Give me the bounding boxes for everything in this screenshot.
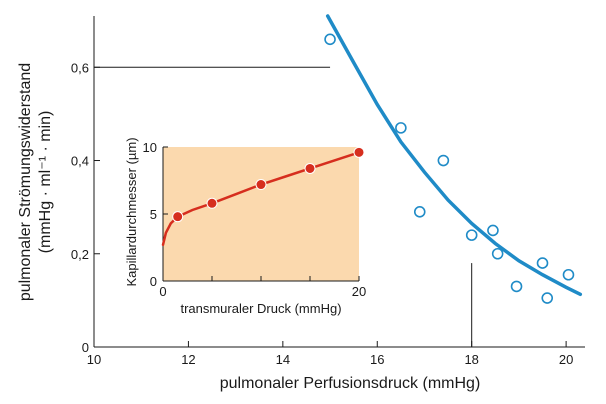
main-y-ticks: 0 0,2 0,4 0,6 bbox=[71, 60, 100, 355]
inset-x-tick-label: 20 bbox=[352, 284, 366, 299]
main-x-tick-label: 16 bbox=[370, 352, 384, 367]
data-point bbox=[541, 292, 554, 304]
main-x-ticks: 10 12 14 16 18 20 bbox=[87, 341, 573, 367]
inset-background bbox=[163, 147, 359, 281]
main-y-axis-units: (mmHg · ml⁻¹ · min) bbox=[37, 111, 54, 254]
main-x-axis-label: pulmonaler Perfusionsdruck (mmHg) bbox=[220, 375, 481, 392]
main-y-tick-label: 0,4 bbox=[71, 154, 89, 169]
main-x-tick-label: 20 bbox=[559, 352, 573, 367]
inset-y-tick-label: 5 bbox=[150, 207, 157, 222]
main-y-tick-label: 0,2 bbox=[71, 247, 89, 262]
main-x-tick-label: 18 bbox=[464, 352, 478, 367]
inset-y-axis-label: Kapillardurchmesser (µm) bbox=[124, 137, 139, 286]
inset-data-point bbox=[353, 146, 365, 158]
main-data-points bbox=[324, 33, 575, 304]
fit-curve bbox=[325, 14, 583, 297]
data-point bbox=[465, 229, 478, 241]
inset-data-point bbox=[206, 197, 218, 209]
main-y-tick-label: 0 bbox=[82, 340, 89, 355]
data-point bbox=[487, 224, 499, 237]
data-point bbox=[413, 206, 426, 218]
inset-data-point bbox=[255, 179, 267, 191]
inset-data-point bbox=[304, 162, 316, 174]
inset-y-tick-label: 10 bbox=[143, 140, 157, 155]
main-x-tick-label: 14 bbox=[276, 352, 290, 367]
inset-y-tick-label: 0 bbox=[150, 274, 157, 289]
inset-data-point bbox=[172, 211, 184, 223]
inset-data-points bbox=[172, 146, 365, 223]
data-point bbox=[395, 122, 407, 134]
main-x-tick-label: 10 bbox=[87, 352, 101, 367]
data-point bbox=[324, 33, 336, 46]
inset-x-ticks: 0 20 bbox=[159, 276, 366, 299]
data-point bbox=[510, 280, 523, 293]
main-y-tick-label: 0,6 bbox=[71, 60, 89, 75]
main-axes bbox=[93, 16, 585, 348]
data-point bbox=[491, 247, 504, 260]
main-reference-lines bbox=[94, 66, 473, 347]
data-point bbox=[536, 257, 549, 269]
data-point bbox=[437, 154, 450, 167]
main-y-axis-label: pulmonaler Strömungswiderstand bbox=[17, 63, 34, 301]
main-x-tick-label: 12 bbox=[181, 352, 195, 367]
data-point bbox=[562, 268, 575, 281]
inset-y-ticks: 0 5 10 bbox=[143, 140, 168, 289]
inset-x-axis-label: transmuraler Druck (mmHg) bbox=[180, 301, 341, 316]
inset-x-tick-label: 0 bbox=[159, 284, 166, 299]
